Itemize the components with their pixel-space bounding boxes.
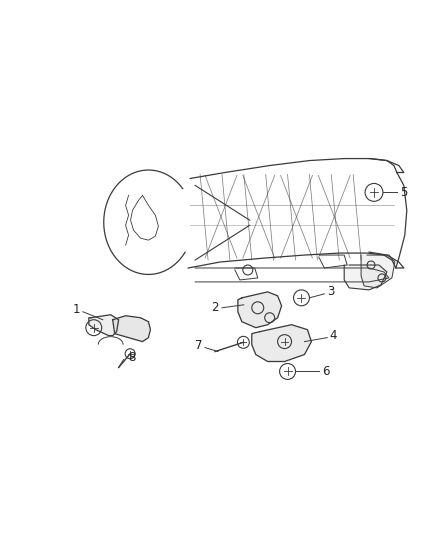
Text: 6: 6 xyxy=(322,365,330,378)
Polygon shape xyxy=(361,255,395,288)
Text: 5: 5 xyxy=(400,186,407,199)
Polygon shape xyxy=(238,292,282,328)
Text: 7: 7 xyxy=(194,339,202,352)
Polygon shape xyxy=(113,316,150,342)
Polygon shape xyxy=(252,325,311,361)
Polygon shape xyxy=(89,315,119,336)
Text: 3: 3 xyxy=(327,285,335,298)
Polygon shape xyxy=(344,265,387,290)
Text: 8: 8 xyxy=(129,351,136,364)
Text: 1: 1 xyxy=(72,303,80,316)
Text: 2: 2 xyxy=(212,301,219,314)
Text: 4: 4 xyxy=(329,329,337,342)
